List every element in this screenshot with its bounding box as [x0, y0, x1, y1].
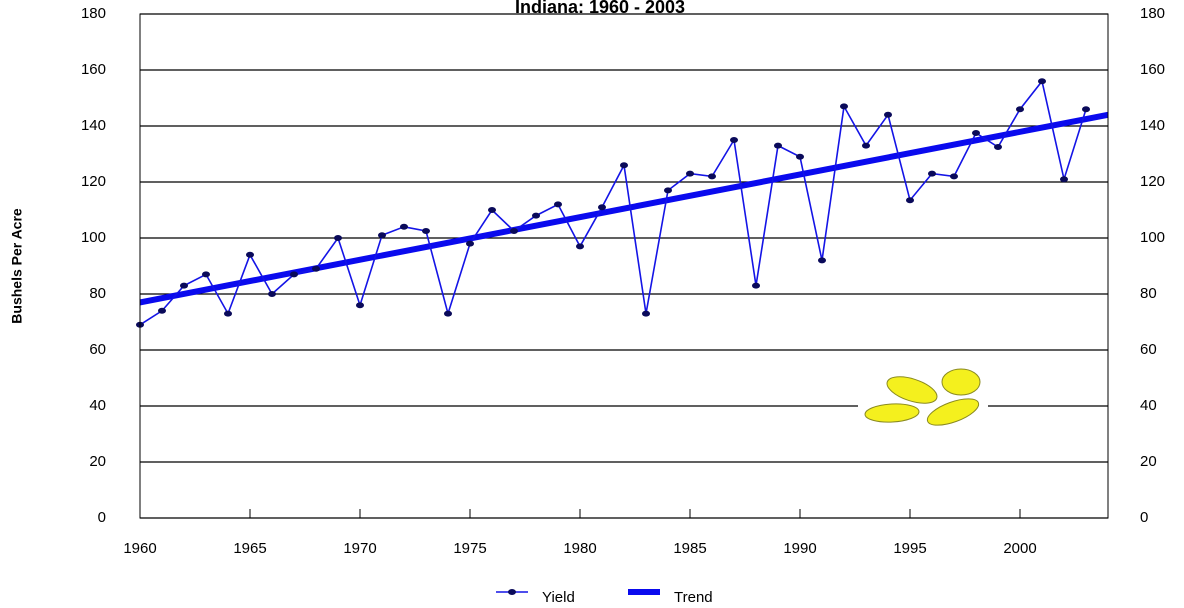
x-tick-label: 1965	[233, 540, 266, 557]
y2-tick-label: 180	[1140, 5, 1165, 22]
point	[444, 310, 452, 317]
kernel	[886, 376, 938, 404]
legend-label: Yield	[542, 589, 575, 606]
y2-tick-label: 80	[1140, 285, 1157, 302]
y-tick-label: 140	[81, 117, 106, 134]
point	[422, 228, 430, 234]
x-tick-label: 1995	[893, 540, 926, 557]
point	[972, 130, 980, 136]
grid	[140, 13, 1108, 519]
y-tick-label: 160	[81, 61, 106, 78]
y2-tick-label: 0	[1140, 509, 1148, 526]
y-tick-label: 80	[89, 285, 106, 302]
x-tick-label: 1985	[673, 540, 706, 557]
marks	[136, 78, 1109, 328]
point	[906, 197, 914, 204]
point	[334, 235, 342, 241]
point	[730, 137, 738, 143]
point	[312, 265, 320, 272]
series-line	[139, 79, 1087, 326]
point	[224, 310, 232, 317]
point	[1016, 106, 1024, 113]
chart-title: Indiana: 1960 - 2003	[515, 0, 685, 17]
y-tick-label: 0	[98, 509, 106, 526]
point	[950, 173, 958, 180]
point	[928, 170, 936, 177]
legend-label: Trend	[674, 589, 713, 606]
point	[774, 142, 782, 149]
point	[752, 282, 760, 289]
point	[796, 153, 804, 160]
point	[1082, 106, 1090, 113]
corn-illustration	[858, 362, 988, 432]
point	[158, 307, 166, 314]
legend: Yield Trend	[496, 589, 713, 606]
y2-tick-label: 20	[1140, 453, 1157, 470]
point	[994, 144, 1002, 150]
point	[1060, 176, 1068, 183]
kernel	[864, 403, 920, 423]
point	[840, 103, 848, 110]
y-tick-label: 60	[89, 341, 106, 358]
point	[202, 271, 210, 278]
y2-tick-label: 160	[1140, 61, 1165, 78]
kernel	[926, 398, 980, 426]
point	[884, 111, 892, 118]
y2-tick-label: 140	[1140, 117, 1165, 134]
y2-tick-label: 100	[1140, 229, 1165, 246]
point	[180, 282, 188, 289]
point	[686, 170, 694, 177]
x-tick-label: 1970	[343, 540, 376, 557]
x-tick-label: 2000	[1003, 540, 1036, 557]
point	[466, 240, 474, 247]
axes: 0 20 40 60 80 100 120 140 160 180 0 20 40 60 80 100 120 1…	[81, 5, 1165, 557]
point	[400, 223, 408, 230]
y-tick-label: 120	[81, 173, 106, 190]
x-tick-label: 1960	[123, 540, 156, 557]
point	[246, 251, 254, 258]
y-tick-label: 180	[81, 5, 106, 22]
y2-tick-label: 60	[1140, 341, 1157, 358]
point	[642, 310, 650, 317]
y-axis-label: Bushels Per Acre	[9, 208, 25, 324]
point	[708, 173, 716, 180]
point	[1038, 78, 1046, 85]
y-tick-label: 100	[81, 229, 106, 246]
x-tick-label: 1980	[563, 540, 596, 557]
point	[818, 257, 826, 264]
legend-marker	[508, 589, 516, 595]
y-tick-label: 40	[89, 397, 106, 414]
point	[356, 302, 364, 309]
point	[378, 232, 386, 239]
kernel	[941, 368, 981, 396]
point	[862, 142, 870, 149]
point	[268, 291, 276, 297]
point	[554, 201, 562, 208]
x-tick-label: 1975	[453, 540, 486, 557]
y2-tick-label: 40	[1140, 397, 1157, 414]
trend-line	[139, 111, 1109, 306]
point	[620, 162, 628, 169]
y-tick-label: 20	[89, 453, 106, 470]
x-tick-label: 1990	[783, 540, 816, 557]
point	[510, 228, 518, 234]
point	[598, 204, 606, 211]
point	[576, 243, 584, 250]
plot-frame	[139, 13, 1109, 519]
point	[488, 207, 496, 213]
point	[532, 212, 540, 219]
y2-tick-label: 120	[1140, 173, 1165, 190]
point	[290, 271, 298, 278]
point	[664, 187, 672, 194]
